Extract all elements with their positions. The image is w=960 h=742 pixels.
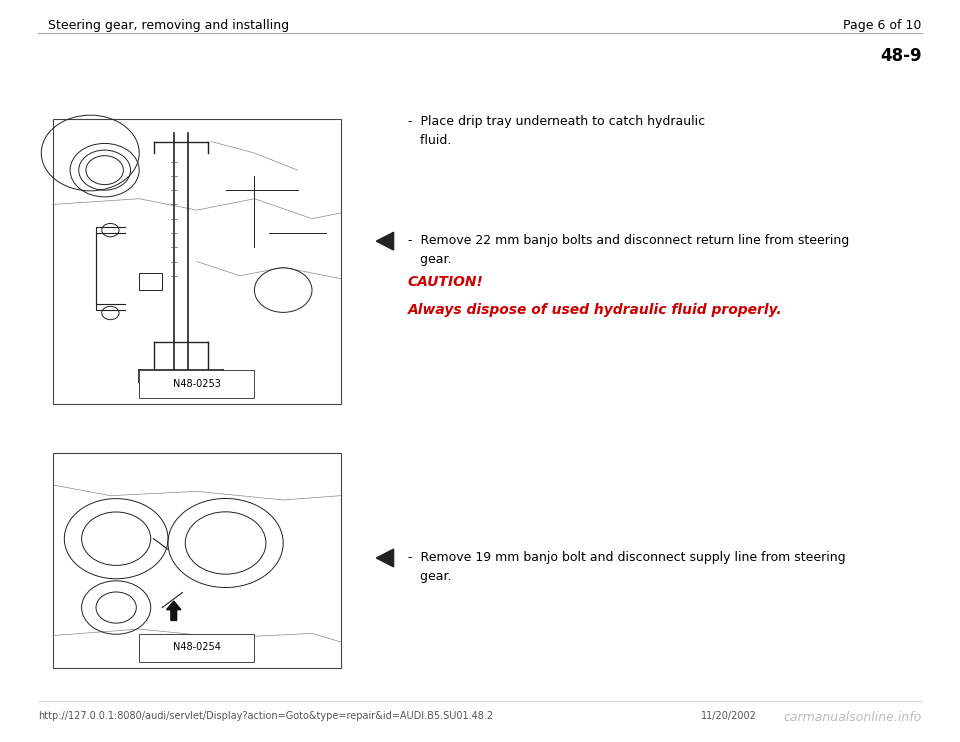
- Polygon shape: [376, 549, 394, 567]
- Bar: [139, 273, 162, 290]
- Polygon shape: [376, 232, 394, 250]
- Text: -  Place drip tray underneath to catch hydraulic
   fluid.: - Place drip tray underneath to catch hy…: [408, 115, 706, 147]
- Text: Steering gear, removing and installing: Steering gear, removing and installing: [48, 19, 289, 32]
- Bar: [139, 634, 254, 662]
- Text: -  Remove 22 mm banjo bolts and disconnect return line from steering
   gear.: - Remove 22 mm banjo bolts and disconnec…: [408, 234, 850, 266]
- Text: http://127.0.0.1:8080/audi/servlet/Display?action=Goto&type=repair&id=AUDI.B5.SU: http://127.0.0.1:8080/audi/servlet/Displ…: [38, 711, 493, 720]
- Text: 48-9: 48-9: [880, 47, 922, 65]
- Text: Page 6 of 10: Page 6 of 10: [843, 19, 922, 32]
- Text: carmanualsonline.info: carmanualsonline.info: [783, 711, 922, 724]
- FancyArrow shape: [167, 601, 180, 620]
- Bar: [53, 453, 341, 668]
- Text: Always dispose of used hydraulic fluid properly.: Always dispose of used hydraulic fluid p…: [408, 303, 782, 317]
- Text: 11/20/2002: 11/20/2002: [701, 711, 756, 720]
- Text: -  Remove 19 mm banjo bolt and disconnect supply line from steering
   gear.: - Remove 19 mm banjo bolt and disconnect…: [408, 551, 846, 582]
- Text: N48-0254: N48-0254: [173, 642, 221, 652]
- Text: N48-0253: N48-0253: [173, 378, 221, 389]
- Bar: [53, 119, 341, 404]
- Bar: [139, 370, 254, 398]
- Text: CAUTION!: CAUTION!: [408, 275, 484, 289]
